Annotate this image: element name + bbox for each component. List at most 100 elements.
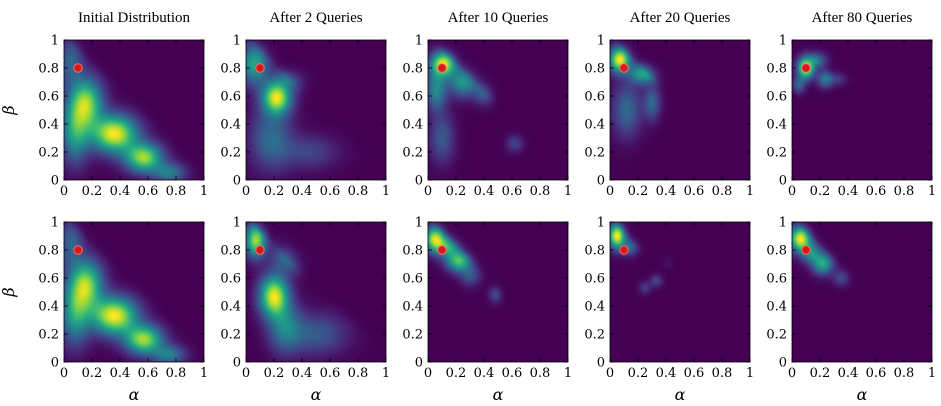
y-tick-label: 0.6 xyxy=(402,272,423,287)
y-tick-label: 0.8 xyxy=(584,244,605,259)
x-tick-label: 0.8 xyxy=(894,184,915,199)
x-axis-label: α xyxy=(857,385,868,404)
y-tick-label: 0.4 xyxy=(766,118,787,133)
y-tick-label: 0.8 xyxy=(766,244,787,259)
x-tick-label: 1 xyxy=(746,184,754,199)
x-tick-label: 0 xyxy=(424,184,432,199)
true-parameter-marker xyxy=(437,63,447,73)
y-tick-label: 0.4 xyxy=(766,300,787,315)
x-tick-label: 0 xyxy=(424,366,432,381)
x-tick-label: 0.4 xyxy=(292,366,313,381)
axes-frame xyxy=(609,39,751,181)
x-tick-label: 0.2 xyxy=(446,366,467,381)
density-heatmap xyxy=(792,222,932,362)
panel-r1-c1: 00 0.2 0.2 0.4 0.4 0.6 0.6 0.8 0.8 1 1 Initial Dist… xyxy=(0,10,208,199)
y-tick-label: 0.4 xyxy=(220,300,241,315)
y-tick-label: 0.2 xyxy=(584,146,605,161)
density-heatmap xyxy=(64,40,204,180)
x-tick-label: 0 xyxy=(606,184,614,199)
y-tick-label: 0.6 xyxy=(38,90,59,105)
x-tick-label: 0.8 xyxy=(348,366,369,381)
x-tick-label: 0.6 xyxy=(502,366,523,381)
x-tick-label: 0.8 xyxy=(530,366,551,381)
x-tick-label: 1 xyxy=(564,184,572,199)
x-tick-label: 0.4 xyxy=(656,366,677,381)
panel-r1-c5: 00 0.2 0.2 0.4 0.4 0.6 0.6 0.8 0.8 1 1 After 80 Que… xyxy=(766,10,936,199)
true-parameter-marker xyxy=(73,245,83,255)
panel-r1-c2: 00 0.2 0.2 0.4 0.4 0.6 0.6 0.8 0.8 1 1 After 2 Quer… xyxy=(220,10,390,199)
y-tick-label: 0.8 xyxy=(220,244,241,259)
x-tick-label: 0.6 xyxy=(320,184,341,199)
x-tick-label: 0.4 xyxy=(110,184,131,199)
y-tick-label: 0.8 xyxy=(402,62,423,77)
x-tick-label: 0.4 xyxy=(838,366,859,381)
x-tick-label: 0.2 xyxy=(264,184,285,199)
y-tick-label: 0.2 xyxy=(402,146,423,161)
y-tick-label: 0.6 xyxy=(38,272,59,287)
x-tick-label: 0 xyxy=(788,184,796,199)
y-tick-label: 0.6 xyxy=(220,90,241,105)
x-tick-label: 0.6 xyxy=(320,366,341,381)
y-tick-label: 0.2 xyxy=(584,328,605,343)
density-heatmap xyxy=(610,40,750,180)
y-tick-label: 0.4 xyxy=(402,118,423,133)
x-tick-label: 0.2 xyxy=(628,184,649,199)
y-tick-label: 1 xyxy=(415,34,423,49)
y-tick-label: 0 xyxy=(415,174,423,189)
y-tick-label: 0.8 xyxy=(38,62,59,77)
panel-title: After 20 Queries xyxy=(630,10,731,26)
true-parameter-marker xyxy=(73,63,83,73)
panel-title: After 2 Queries xyxy=(269,10,362,26)
y-tick-label: 0.4 xyxy=(584,300,605,315)
x-axis-label: α xyxy=(129,385,140,404)
axes-frame xyxy=(245,221,387,363)
density-heatmap xyxy=(428,40,568,180)
axes-frame xyxy=(63,39,205,181)
x-tick-label: 0 xyxy=(606,366,614,381)
x-tick-label: 0.4 xyxy=(292,184,313,199)
y-tick-label: 0.6 xyxy=(402,90,423,105)
x-tick-label: 0.4 xyxy=(474,366,495,381)
true-parameter-marker xyxy=(801,245,811,255)
x-tick-label: 0.2 xyxy=(82,184,103,199)
x-tick-label: 1 xyxy=(564,366,572,381)
y-tick-label: 0.8 xyxy=(402,244,423,259)
x-tick-label: 1 xyxy=(928,184,936,199)
x-tick-label: 0.2 xyxy=(82,366,103,381)
true-parameter-marker xyxy=(801,63,811,73)
x-axis-label: α xyxy=(675,385,686,404)
x-tick-label: 0 xyxy=(60,184,68,199)
y-tick-label: 0.4 xyxy=(38,118,59,133)
y-tick-label: 0 xyxy=(415,356,423,371)
x-tick-label: 0.4 xyxy=(838,184,859,199)
panel-title: After 10 Queries xyxy=(448,10,549,26)
x-tick-label: 1 xyxy=(928,366,936,381)
axes-frame xyxy=(427,221,569,363)
x-tick-label: 0.8 xyxy=(712,184,733,199)
x-axis-label: α xyxy=(311,385,322,404)
y-tick-label: 0.4 xyxy=(584,118,605,133)
y-tick-label: 0.2 xyxy=(220,328,241,343)
y-tick-label: 0 xyxy=(779,174,787,189)
panel-title: Initial Distribution xyxy=(78,10,191,26)
true-parameter-marker xyxy=(437,245,447,255)
y-tick-label: 1 xyxy=(597,34,605,49)
x-tick-label: 0 xyxy=(242,366,250,381)
y-tick-label: 1 xyxy=(779,34,787,49)
x-tick-label: 0.8 xyxy=(348,184,369,199)
y-tick-label: 0.4 xyxy=(402,300,423,315)
x-tick-label: 0 xyxy=(60,366,68,381)
x-tick-label: 0.2 xyxy=(446,184,467,199)
density-heatmap xyxy=(428,222,568,362)
density-heatmap xyxy=(610,222,750,362)
x-tick-label: 1 xyxy=(746,366,754,381)
y-tick-label: 1 xyxy=(233,216,241,231)
panel-r2-c2: 00 0.2 0.2 0.4 0.4 0.6 0.6 0.8 0.8 1 1 α xyxy=(220,216,390,405)
x-tick-label: 0 xyxy=(242,184,250,199)
y-tick-label: 0.6 xyxy=(766,272,787,287)
panel-r1-c4: 00 0.2 0.2 0.4 0.4 0.6 0.6 0.8 0.8 1 1 After 20 Que… xyxy=(584,10,754,199)
x-tick-label: 0.8 xyxy=(530,184,551,199)
y-tick-label: 0.2 xyxy=(220,146,241,161)
axes-frame xyxy=(427,39,569,181)
